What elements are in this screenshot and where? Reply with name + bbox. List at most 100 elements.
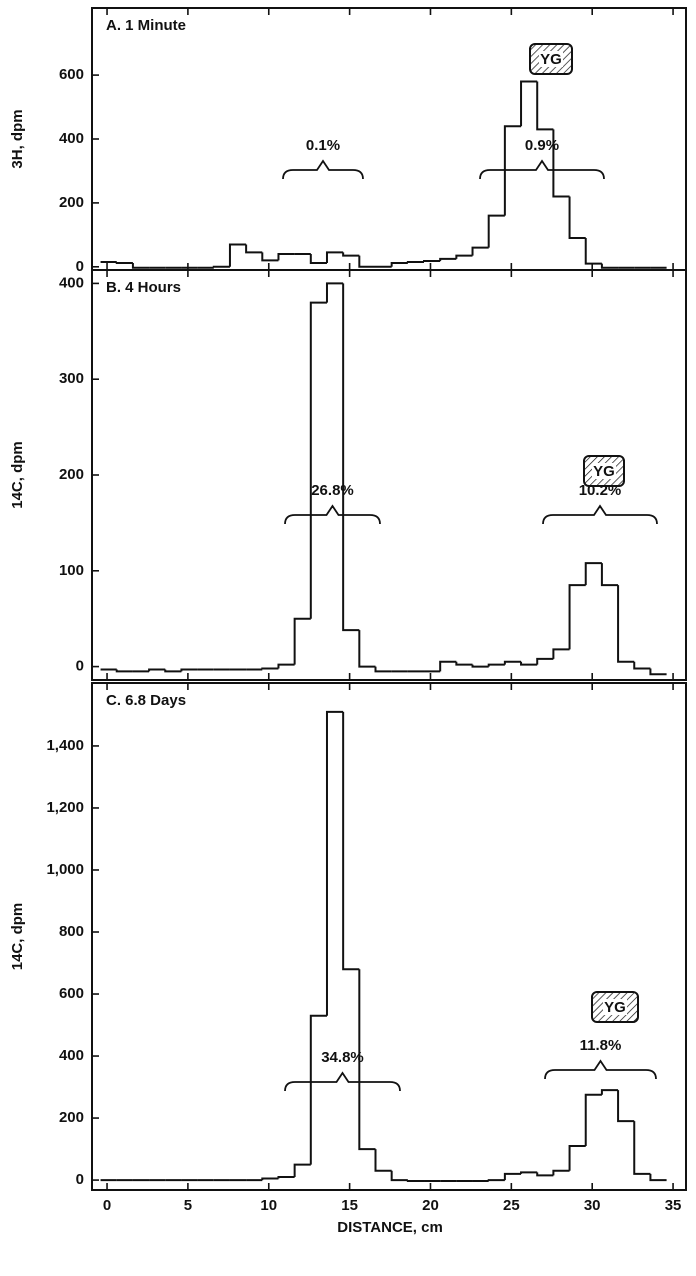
histogram-step <box>503 125 522 216</box>
marker-label: YG <box>540 51 562 68</box>
histogram-step <box>520 1171 538 1174</box>
marker-label: YG <box>604 999 626 1016</box>
annotation: 0.1% <box>306 137 340 154</box>
histogram-step <box>277 663 295 669</box>
x-tick-label: 25 <box>503 1197 520 1214</box>
brace <box>282 159 364 180</box>
histogram-step <box>503 660 522 665</box>
histogram-step <box>584 1093 602 1146</box>
y-tick-label: 0 <box>76 658 84 675</box>
histogram-step <box>617 585 635 663</box>
histogram-step <box>228 243 247 267</box>
histogram-step <box>536 1172 554 1177</box>
histogram-step <box>471 664 489 668</box>
y-tick-label: 300 <box>59 370 84 387</box>
histogram-step <box>584 238 602 265</box>
marker-label-bg <box>603 999 627 1015</box>
y-tick-label: 1,200 <box>46 799 84 816</box>
marker-label: YG <box>593 463 615 480</box>
histogram-step <box>212 265 230 268</box>
histogram-step <box>633 1121 651 1175</box>
brace <box>479 159 605 180</box>
histogram-step <box>261 252 279 262</box>
histogram-step <box>633 661 651 670</box>
histogram-step <box>487 214 505 248</box>
histogram-step <box>325 710 344 1016</box>
x-tick-label: 35 <box>665 1197 682 1214</box>
histogram-step <box>374 1149 392 1172</box>
y-tick-label: 0 <box>76 1171 84 1188</box>
y-axis-label: 14C, dpm <box>9 441 26 509</box>
y-tick-label: 600 <box>59 985 84 1002</box>
annotation: 26.8% <box>311 482 354 499</box>
histogram-step <box>487 663 505 667</box>
histogram-step <box>325 282 344 303</box>
y-tick-label: 400 <box>59 1047 84 1064</box>
histogram-step <box>584 562 602 586</box>
marker-label-bg <box>592 463 616 479</box>
histogram-step <box>439 257 457 262</box>
annotation: 0.9% <box>525 137 559 154</box>
histogram-step <box>358 969 376 1151</box>
histogram-step <box>309 1014 327 1165</box>
histogram-step <box>649 1173 667 1182</box>
histogram-step <box>261 1177 279 1181</box>
histogram-step <box>536 657 554 665</box>
histogram-step <box>406 1180 425 1183</box>
annotation: 34.8% <box>321 1049 364 1066</box>
histogram-step <box>309 301 327 619</box>
histogram-step <box>455 661 473 666</box>
y-axis-label: 3H, dpm <box>9 109 26 168</box>
y-tick-label: 800 <box>59 923 84 940</box>
histogram-step <box>536 81 554 131</box>
x-tick-label: 20 <box>422 1197 439 1214</box>
histogram-step <box>568 1144 586 1171</box>
histogram-step <box>261 667 279 670</box>
histogram-step <box>503 1172 522 1181</box>
panel-title: A. 1 Minute <box>106 17 186 34</box>
y-tick-label: 100 <box>59 562 84 579</box>
histogram-step <box>148 668 166 672</box>
x-tick-label: 30 <box>584 1197 601 1214</box>
brace <box>284 1071 401 1092</box>
histogram-step <box>342 283 360 632</box>
y-tick-label: 200 <box>59 466 84 483</box>
histogram-step <box>600 263 619 269</box>
histogram-step <box>406 261 425 264</box>
x-axis-label: DISTANCE, cm <box>337 1219 443 1236</box>
histogram-step <box>245 244 263 254</box>
histogram-step <box>552 129 570 198</box>
panel-title: B. 4 Hours <box>106 279 181 296</box>
histogram-step <box>600 563 619 587</box>
histogram-step <box>342 711 360 971</box>
y-tick-label: 200 <box>59 1109 84 1126</box>
histogram-step <box>277 253 295 261</box>
histogram-step <box>455 254 473 259</box>
histogram-step <box>617 1090 635 1123</box>
histogram-step <box>293 617 311 665</box>
histogram-step <box>374 666 392 673</box>
histogram-step <box>131 262 150 269</box>
histogram-step <box>423 260 441 263</box>
histogram-step <box>115 261 133 264</box>
brace <box>544 1059 657 1080</box>
x-tick-label: 15 <box>341 1197 358 1214</box>
histogram-step <box>358 630 376 668</box>
histogram-step <box>277 1175 295 1179</box>
histogram-step <box>600 1089 619 1095</box>
annotation: 11.8% <box>580 1037 622 1054</box>
histogram-step <box>325 251 344 263</box>
histogram-step <box>309 254 327 264</box>
histogram-step <box>115 669 133 673</box>
y-tick-label: 1,400 <box>46 737 84 754</box>
histogram-step <box>520 661 538 666</box>
histogram-step <box>180 668 198 672</box>
histogram-step <box>552 1169 570 1176</box>
y-tick-label: 0 <box>76 258 84 275</box>
histogram-step <box>568 196 586 240</box>
histogram-step <box>390 1170 408 1182</box>
y-tick-label: 1,000 <box>46 861 84 878</box>
histogram-step <box>164 669 182 673</box>
brace <box>542 504 658 525</box>
